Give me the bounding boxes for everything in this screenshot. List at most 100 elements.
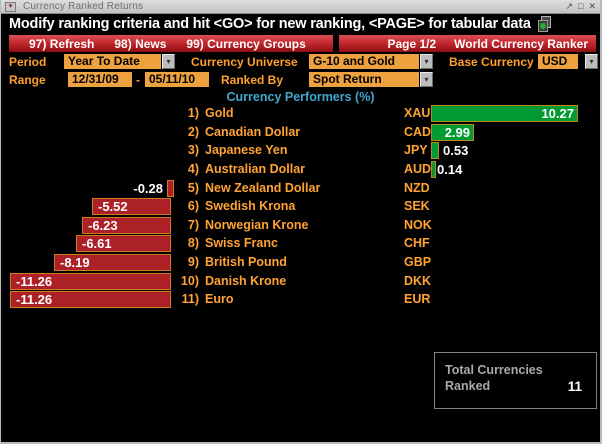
rank-number[interactable]: 3) [187, 143, 199, 158]
negative-bar [167, 179, 174, 197]
page-indicator[interactable]: Page 1/2 [387, 36, 437, 51]
positive-bar: 2.99 [431, 123, 474, 141]
rank-number[interactable]: 8) [187, 236, 199, 251]
range-to-input[interactable]: 05/11/10 [145, 72, 209, 87]
window-controls: ↗ □ ✕ [565, 1, 596, 12]
currency-name[interactable]: Norwegian Krone [205, 217, 309, 232]
currency-name[interactable]: Canadian Dollar [205, 124, 301, 139]
period-dropdown-icon[interactable]: ▾ [162, 54, 175, 69]
currency-universe-dropdown-icon[interactable]: ▾ [420, 54, 433, 69]
total-currencies-box: Total Currencies Ranked 11 [434, 352, 597, 409]
currency-name[interactable]: Swedish Krona [205, 199, 296, 214]
chart-row: -11.26 11) Euro EUR [1, 290, 600, 309]
chart-row: 0.53 3) Japanese Yen JPY [1, 141, 600, 160]
chart-row: 0.14 4) Australian Dollar AUD [1, 160, 600, 179]
close-icon[interactable]: ✕ [588, 1, 596, 11]
total-currencies-value: 11 [567, 379, 582, 394]
rank-number[interactable]: 1) [187, 106, 199, 120]
title-bar: ▾ Currency Ranked Returns ↗ □ ✕ [1, 0, 600, 14]
positive-bar [431, 160, 436, 178]
range-separator: - [136, 73, 140, 87]
performers-chart: 10.27 1) Gold XAU 2.99 2) Canadian Dollar CAD 0.… [1, 104, 600, 312]
app-title: World Currency Ranker [454, 36, 588, 51]
negative-bar: -11.26 [10, 291, 171, 309]
rank-number[interactable]: 10) [180, 273, 199, 288]
bar-value-label: 0.14 [437, 161, 463, 177]
ranked-by-label: Ranked By [221, 73, 284, 87]
tabular-data-icon[interactable] [537, 16, 552, 32]
window-menu-icon[interactable]: ▾ [5, 1, 16, 12]
currency-universe-select[interactable]: G-10 and Gold [309, 54, 419, 69]
menu-item-refresh[interactable]: 97) Refresh [29, 36, 95, 51]
negative-bar: -8.19 [54, 254, 171, 272]
rank-number[interactable]: 6) [187, 199, 199, 214]
menu-item-news[interactable]: 98) News [114, 36, 167, 51]
bar-value-label: -0.28 [133, 180, 163, 196]
chart-row: -0.28 5) New Zealand Dollar NZD [1, 179, 600, 198]
menu-right-segment: Page 1/2 World Currency Ranker [339, 35, 596, 52]
period-label: Period [9, 55, 47, 69]
chart-row: -6.61 8) Swiss Franc CHF [1, 234, 600, 253]
currency-universe-label: Currency Universe [191, 55, 298, 69]
currency-ticker: CHF [404, 236, 430, 251]
menu-left-segment: 97) Refresh 98) News 99) Currency Groups [9, 35, 333, 52]
currency-name[interactable]: British Pound [205, 255, 287, 270]
currency-ticker: NZD [404, 180, 430, 195]
chart-row: -6.23 7) Norwegian Krone NOK [1, 216, 600, 235]
rank-number[interactable]: 4) [187, 161, 199, 176]
period-select[interactable]: Year To Date [64, 54, 161, 69]
chart-row: 2.99 2) Canadian Dollar CAD [1, 123, 600, 142]
status-message: Modify ranking criteria and hit <GO> for… [9, 16, 531, 32]
negative-bar: -6.61 [76, 235, 171, 253]
currency-name[interactable]: Danish Krone [205, 273, 287, 288]
currency-ticker: GBP [404, 255, 432, 270]
section-title: Currency Performers (%) [226, 90, 375, 104]
currency-ticker: AUD [404, 161, 432, 176]
currency-name[interactable]: Japanese Yen [205, 143, 288, 158]
menu-item-currency-groups[interactable]: 99) Currency Groups [186, 36, 306, 51]
chart-row: -5.52 6) Swedish Krona SEK [1, 197, 600, 216]
maximize-icon[interactable]: □ [578, 1, 584, 11]
minimize-icon[interactable]: ↗ [565, 1, 574, 11]
currency-ticker: EUR [404, 292, 431, 307]
bar-value-label: 0.53 [443, 143, 469, 159]
rank-number[interactable]: 2) [187, 124, 199, 139]
negative-bar: -11.26 [10, 272, 171, 290]
currency-ticker: NOK [404, 217, 432, 232]
negative-bar: -6.23 [82, 216, 171, 234]
negative-bar: -5.52 [92, 198, 171, 216]
total-currencies-label: Total Currencies [445, 363, 543, 377]
ranked-by-select[interactable]: Spot Return [309, 72, 419, 87]
rank-number[interactable]: 9) [187, 255, 199, 270]
range-label: Range [9, 73, 46, 87]
menu-divider [333, 35, 339, 52]
range-from-input[interactable]: 12/31/09 [68, 72, 132, 87]
currency-ticker: XAU [404, 106, 431, 120]
ranked-by-dropdown-icon[interactable]: ▾ [420, 72, 433, 87]
ranked-label: Ranked [445, 379, 491, 393]
currency-ticker: CAD [404, 124, 432, 139]
message-row: Modify ranking criteria and hit <GO> for… [9, 16, 596, 32]
currency-ticker: DKK [404, 273, 432, 288]
chart-row: 10.27 1) Gold XAU [1, 104, 600, 123]
currency-ticker: JPY [404, 143, 428, 158]
currency-name[interactable]: New Zealand Dollar [205, 180, 321, 195]
rank-number[interactable]: 7) [187, 217, 199, 232]
menu-bar: 97) Refresh 98) News 99) Currency Groups… [9, 35, 596, 52]
chart-row: -11.26 10) Danish Krone DKK [1, 272, 600, 291]
chart-row: -8.19 9) British Pound GBP [1, 253, 600, 272]
rank-number[interactable]: 5) [187, 180, 199, 195]
rank-number[interactable]: 11) [181, 292, 199, 307]
currency-name[interactable]: Euro [205, 292, 234, 307]
currency-name[interactable]: Gold [205, 106, 234, 120]
window-title: Currency Ranked Returns [23, 1, 144, 12]
currency-ticker: SEK [404, 199, 430, 214]
base-currency-dropdown-icon[interactable]: ▾ [585, 54, 598, 69]
currency-name[interactable]: Swiss Franc [205, 236, 278, 251]
currency-name[interactable]: Australian Dollar [205, 161, 306, 176]
positive-bar [431, 142, 439, 160]
base-currency-select[interactable]: USD [538, 54, 578, 69]
positive-bar: 10.27 [431, 105, 578, 122]
base-currency-label: Base Currency [449, 55, 534, 69]
